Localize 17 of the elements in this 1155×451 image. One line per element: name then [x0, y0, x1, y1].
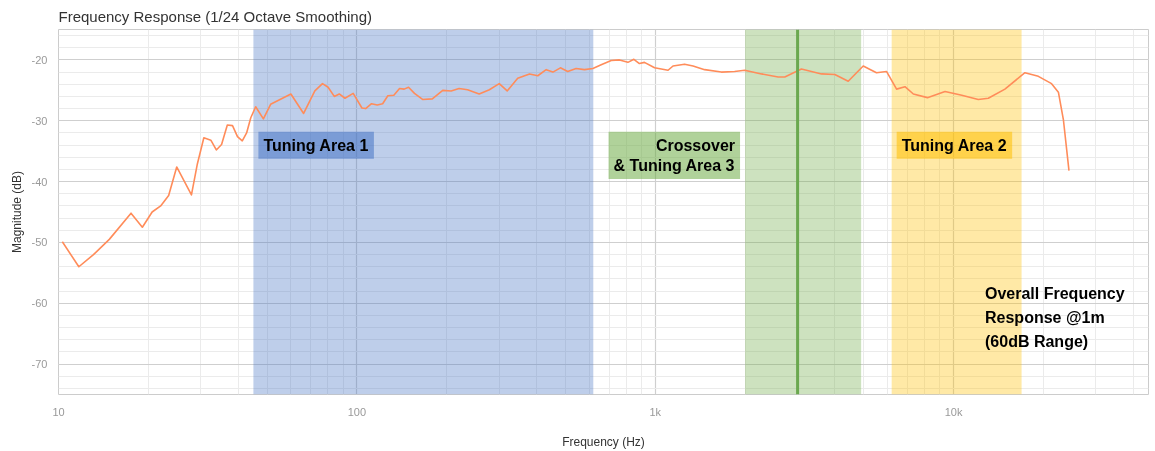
y-tick-label: -50: [31, 236, 48, 249]
annotation: Overall Frequency Response @1m (60dB Range): [985, 285, 1125, 350]
band-label: Crossover & Tuning Area 3: [613, 136, 736, 175]
y-tick-label: -70: [31, 358, 48, 371]
y-tick-label: -20: [31, 53, 48, 66]
x-tick-label: 1k: [649, 405, 662, 418]
band-label: Tuning Area 1: [263, 136, 369, 154]
chart-title: Frequency Response (1/24 Octave Smoothing): [58, 7, 372, 25]
y-tick-label: -30: [31, 114, 48, 127]
band-label: Tuning Area 2: [901, 136, 1007, 154]
y-tick-label: -60: [31, 297, 48, 310]
y-axis-title: Magnitude (dB): [9, 170, 24, 254]
x-tick-label: 100: [347, 405, 367, 418]
x-tick-label: 10k: [944, 405, 963, 418]
y-tick-label: -40: [31, 175, 48, 188]
x-axis-title: Frequency (Hz): [562, 434, 645, 449]
x-tick-label: 10: [52, 405, 65, 418]
